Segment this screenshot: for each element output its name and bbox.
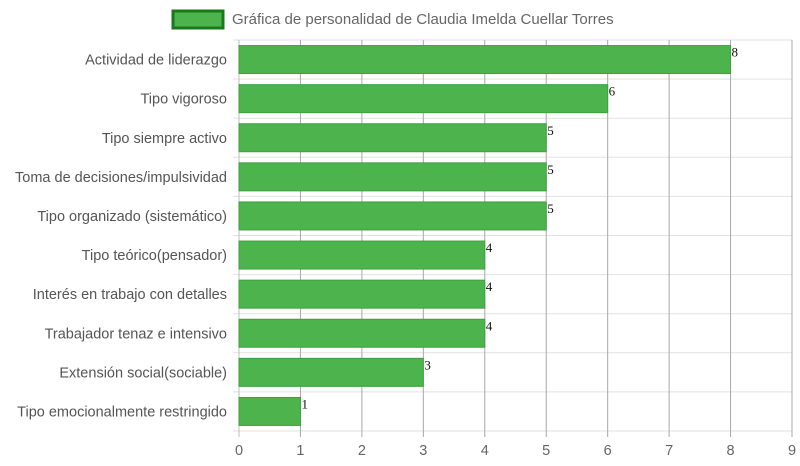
- bars: [238, 45, 732, 426]
- bar: [238, 396, 301, 426]
- data-label: 4: [486, 279, 493, 294]
- legend: Gráfica de personalidad de Claudia Imeld…: [171, 9, 614, 30]
- bar: [238, 162, 547, 192]
- bar: [238, 240, 486, 270]
- data-label: 5: [547, 162, 554, 177]
- category-label: Toma de decisiones/impulsividad: [15, 170, 227, 186]
- bar: [238, 123, 547, 153]
- x-tick-label: 1: [296, 443, 304, 459]
- category-labels: Actividad de liderazgo Tipo vigoroso Tipo …: [15, 53, 227, 421]
- x-tick-label: 4: [481, 443, 489, 459]
- category-label: Tipo vigoroso: [140, 92, 227, 108]
- x-tick-label: 7: [665, 443, 673, 459]
- bar: [238, 357, 424, 387]
- category-label: Tipo teórico(pensador): [82, 248, 227, 264]
- x-tick-label: 0: [235, 443, 243, 459]
- category-label: Interés en trabajo con detalles: [33, 287, 227, 303]
- legend-swatch: [171, 9, 225, 30]
- category-label: Extensión social(sociable): [59, 365, 227, 381]
- data-label: 5: [547, 201, 554, 216]
- x-tick-label: 2: [358, 443, 366, 459]
- data-label: 6: [609, 84, 616, 99]
- category-label: Tipo organizado (sistemático): [37, 209, 227, 225]
- x-tick-label: 3: [419, 443, 427, 459]
- bar: [238, 84, 609, 114]
- x-tick-label: 9: [788, 443, 796, 459]
- x-tick-label: 6: [604, 443, 612, 459]
- legend-label: Gráfica de personalidad de Claudia Imeld…: [232, 11, 614, 28]
- category-label: Trabajador tenaz e intensivo: [45, 326, 227, 342]
- category-label: Tipo siempre activo: [102, 131, 227, 147]
- data-label: 5: [547, 123, 554, 138]
- data-label: 4: [486, 240, 493, 255]
- x-tick-label: 8: [727, 443, 735, 459]
- bar: [238, 201, 547, 231]
- x-axis-ticks: 0 1 2 3 4 5 6 7 8 9: [235, 443, 796, 459]
- data-label: 4: [486, 318, 493, 333]
- data-label: 1: [301, 396, 308, 411]
- bar: [238, 279, 486, 309]
- data-labels: 8 6 5 5 5 4 4 4 3 1: [301, 45, 738, 412]
- data-label: 3: [424, 357, 431, 372]
- bar: [238, 45, 732, 75]
- category-label: Actividad de liderazgo: [85, 53, 227, 69]
- bar: [238, 318, 486, 348]
- x-tick-label: 5: [542, 443, 550, 459]
- category-label: Tipo emocionalmente restringido: [17, 404, 227, 420]
- data-label: 8: [732, 45, 739, 60]
